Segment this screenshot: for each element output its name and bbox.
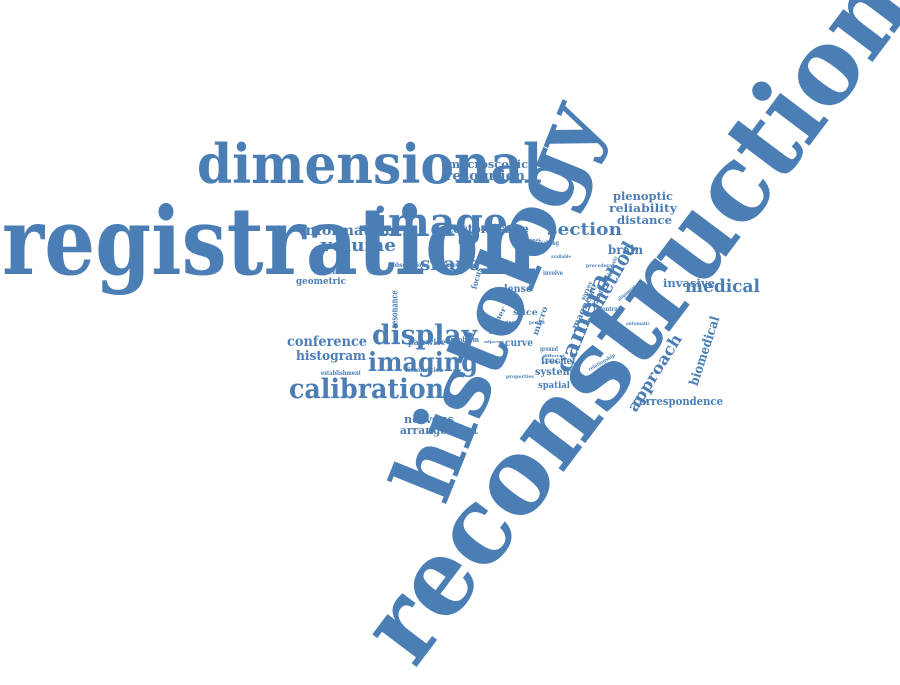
word-nervous: nervous bbox=[404, 412, 454, 426]
word-procedural: procedural bbox=[586, 262, 615, 269]
word-original: original bbox=[522, 236, 540, 242]
word-conference: conference bbox=[287, 333, 368, 350]
word-automatic: automatic bbox=[626, 320, 651, 327]
word-cellular: cellular bbox=[543, 358, 561, 364]
word-pairwise: pairwise bbox=[408, 337, 447, 348]
word-involve: involve bbox=[543, 270, 563, 278]
word-underlying: underlying bbox=[531, 240, 560, 248]
word-registration: registration bbox=[2, 186, 537, 297]
word-image: image bbox=[373, 199, 508, 247]
word-invasive: invasive bbox=[663, 276, 715, 290]
word-resolution: resolution bbox=[445, 169, 526, 185]
word-display: display bbox=[372, 319, 477, 351]
word-structure: structure bbox=[496, 318, 517, 324]
word-curve: curve bbox=[505, 337, 534, 349]
word-reliability: reliability bbox=[609, 201, 678, 215]
word-correspondence: correspondence bbox=[633, 394, 723, 408]
word-section: section bbox=[547, 220, 623, 241]
word-resonance: resonance bbox=[390, 290, 401, 328]
word-slice: slice bbox=[513, 307, 539, 318]
word-observation: observation bbox=[393, 262, 425, 270]
word-detector: detector bbox=[432, 222, 487, 237]
word-element: element bbox=[319, 266, 356, 277]
word-spatial: spatial bbox=[538, 380, 570, 391]
word-problem: problem bbox=[451, 335, 479, 345]
word-lense: lense bbox=[504, 283, 532, 295]
word-geometric: geometric bbox=[296, 276, 347, 287]
word-information: information bbox=[300, 222, 396, 239]
word-shape: shape bbox=[420, 253, 481, 276]
word-distance: distance bbox=[617, 213, 672, 227]
word-different: different bbox=[543, 352, 566, 358]
word-imaging: imaging bbox=[368, 347, 478, 378]
word-plenoptic: plenoptic bbox=[613, 189, 674, 203]
word-volume: volume bbox=[321, 235, 397, 257]
word-histogram: histogram bbox=[296, 349, 366, 365]
word-knowledge: knowledge bbox=[446, 262, 475, 270]
word-available: available bbox=[551, 253, 571, 260]
word-calibration: calibration bbox=[289, 373, 445, 405]
word-macroscopic: macroscopic bbox=[448, 157, 529, 171]
word-tissue: tissue bbox=[487, 222, 529, 237]
word-adjacent: adjacent bbox=[484, 338, 504, 344]
word-properties: properties bbox=[506, 373, 534, 380]
word-establishment: establishment bbox=[321, 370, 361, 378]
word-system: system bbox=[535, 366, 573, 378]
word-visualisation: visualisation bbox=[405, 367, 443, 375]
word-frechet: frechet bbox=[541, 355, 577, 367]
word-dimensional: dimensional bbox=[197, 131, 543, 196]
word-brain: brain bbox=[608, 243, 643, 258]
word-ground: ground bbox=[540, 346, 558, 354]
word-arrangement: arrangement bbox=[400, 423, 479, 437]
word-contrast: contrast bbox=[599, 306, 623, 314]
word-permit: permit bbox=[529, 319, 545, 326]
word-medical: medical bbox=[685, 276, 761, 298]
